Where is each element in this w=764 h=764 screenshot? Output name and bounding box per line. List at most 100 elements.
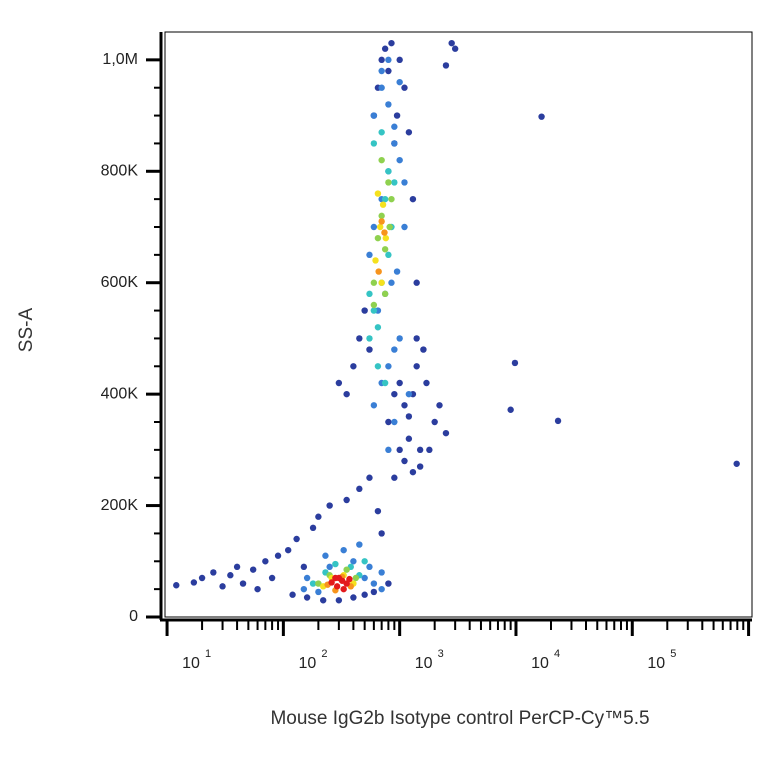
point bbox=[356, 485, 363, 493]
point bbox=[378, 218, 385, 225]
point bbox=[378, 530, 385, 537]
point bbox=[361, 591, 368, 598]
point bbox=[335, 379, 343, 387]
x-tick-label: 10 bbox=[531, 655, 549, 672]
x-tick-label: 10 bbox=[647, 655, 665, 672]
point bbox=[385, 168, 392, 175]
point bbox=[293, 535, 300, 543]
point bbox=[385, 363, 392, 370]
x-tick-sup: 5 bbox=[670, 648, 676, 660]
point bbox=[413, 279, 420, 286]
point bbox=[340, 546, 347, 554]
point bbox=[300, 563, 308, 571]
x-tick-label: 10 bbox=[182, 655, 200, 672]
point bbox=[413, 335, 420, 342]
point bbox=[379, 201, 387, 208]
point bbox=[274, 552, 282, 559]
point bbox=[391, 390, 398, 398]
point bbox=[401, 179, 408, 186]
point bbox=[343, 566, 350, 573]
point bbox=[268, 574, 276, 582]
point bbox=[391, 179, 398, 186]
point bbox=[376, 223, 384, 231]
point bbox=[442, 429, 450, 437]
point bbox=[309, 524, 317, 532]
point bbox=[198, 574, 206, 582]
point bbox=[370, 140, 378, 147]
point bbox=[356, 541, 363, 548]
point bbox=[381, 290, 389, 298]
point bbox=[370, 588, 378, 596]
point bbox=[385, 580, 392, 587]
point bbox=[381, 229, 388, 236]
point bbox=[315, 513, 322, 520]
point bbox=[227, 572, 234, 579]
point bbox=[378, 67, 385, 75]
point bbox=[401, 84, 408, 91]
point bbox=[378, 129, 385, 136]
point bbox=[378, 84, 385, 91]
point bbox=[356, 335, 363, 342]
point bbox=[326, 563, 333, 571]
point bbox=[396, 156, 403, 164]
point bbox=[350, 594, 357, 601]
point bbox=[319, 597, 327, 604]
point bbox=[372, 257, 379, 264]
point bbox=[391, 474, 398, 481]
point bbox=[239, 580, 247, 587]
point bbox=[405, 413, 413, 420]
point bbox=[374, 363, 382, 370]
point bbox=[190, 579, 198, 586]
point bbox=[396, 379, 403, 387]
point bbox=[361, 307, 368, 314]
point bbox=[413, 363, 420, 370]
point bbox=[210, 569, 217, 576]
point bbox=[393, 268, 401, 275]
point bbox=[391, 346, 398, 353]
point bbox=[391, 123, 398, 130]
point bbox=[375, 268, 382, 275]
point bbox=[381, 379, 389, 387]
point bbox=[328, 579, 335, 586]
point bbox=[378, 279, 385, 286]
point bbox=[289, 591, 296, 598]
x-tick-label: 10 bbox=[415, 655, 433, 672]
point bbox=[448, 39, 455, 47]
point bbox=[332, 560, 339, 568]
point bbox=[343, 390, 350, 398]
point bbox=[300, 585, 308, 593]
point bbox=[343, 496, 350, 504]
point bbox=[507, 406, 514, 413]
point bbox=[370, 301, 378, 309]
point bbox=[388, 195, 395, 203]
point bbox=[378, 585, 385, 593]
point bbox=[322, 552, 329, 559]
point bbox=[366, 563, 373, 571]
point bbox=[381, 246, 389, 253]
point bbox=[442, 62, 450, 69]
point bbox=[366, 290, 373, 298]
point bbox=[401, 457, 408, 465]
point bbox=[385, 56, 392, 64]
point bbox=[451, 45, 459, 52]
point bbox=[350, 363, 357, 370]
point bbox=[385, 251, 392, 259]
point bbox=[733, 460, 740, 467]
point bbox=[332, 574, 339, 582]
point bbox=[426, 446, 433, 454]
point bbox=[219, 583, 226, 590]
point bbox=[405, 435, 413, 442]
x-axis-title: Mouse IgG2b Isotype control PerCP-Cy™5.5 bbox=[270, 708, 649, 729]
point bbox=[254, 585, 261, 593]
point bbox=[366, 335, 373, 342]
point bbox=[370, 580, 378, 587]
point bbox=[554, 417, 562, 425]
point bbox=[409, 195, 417, 203]
y-axis-title: SS-A bbox=[16, 308, 37, 353]
point bbox=[346, 575, 353, 583]
point bbox=[361, 558, 368, 565]
point bbox=[173, 582, 180, 589]
point bbox=[284, 546, 292, 554]
y-tick-label: 400K bbox=[101, 385, 139, 402]
point bbox=[409, 468, 417, 476]
